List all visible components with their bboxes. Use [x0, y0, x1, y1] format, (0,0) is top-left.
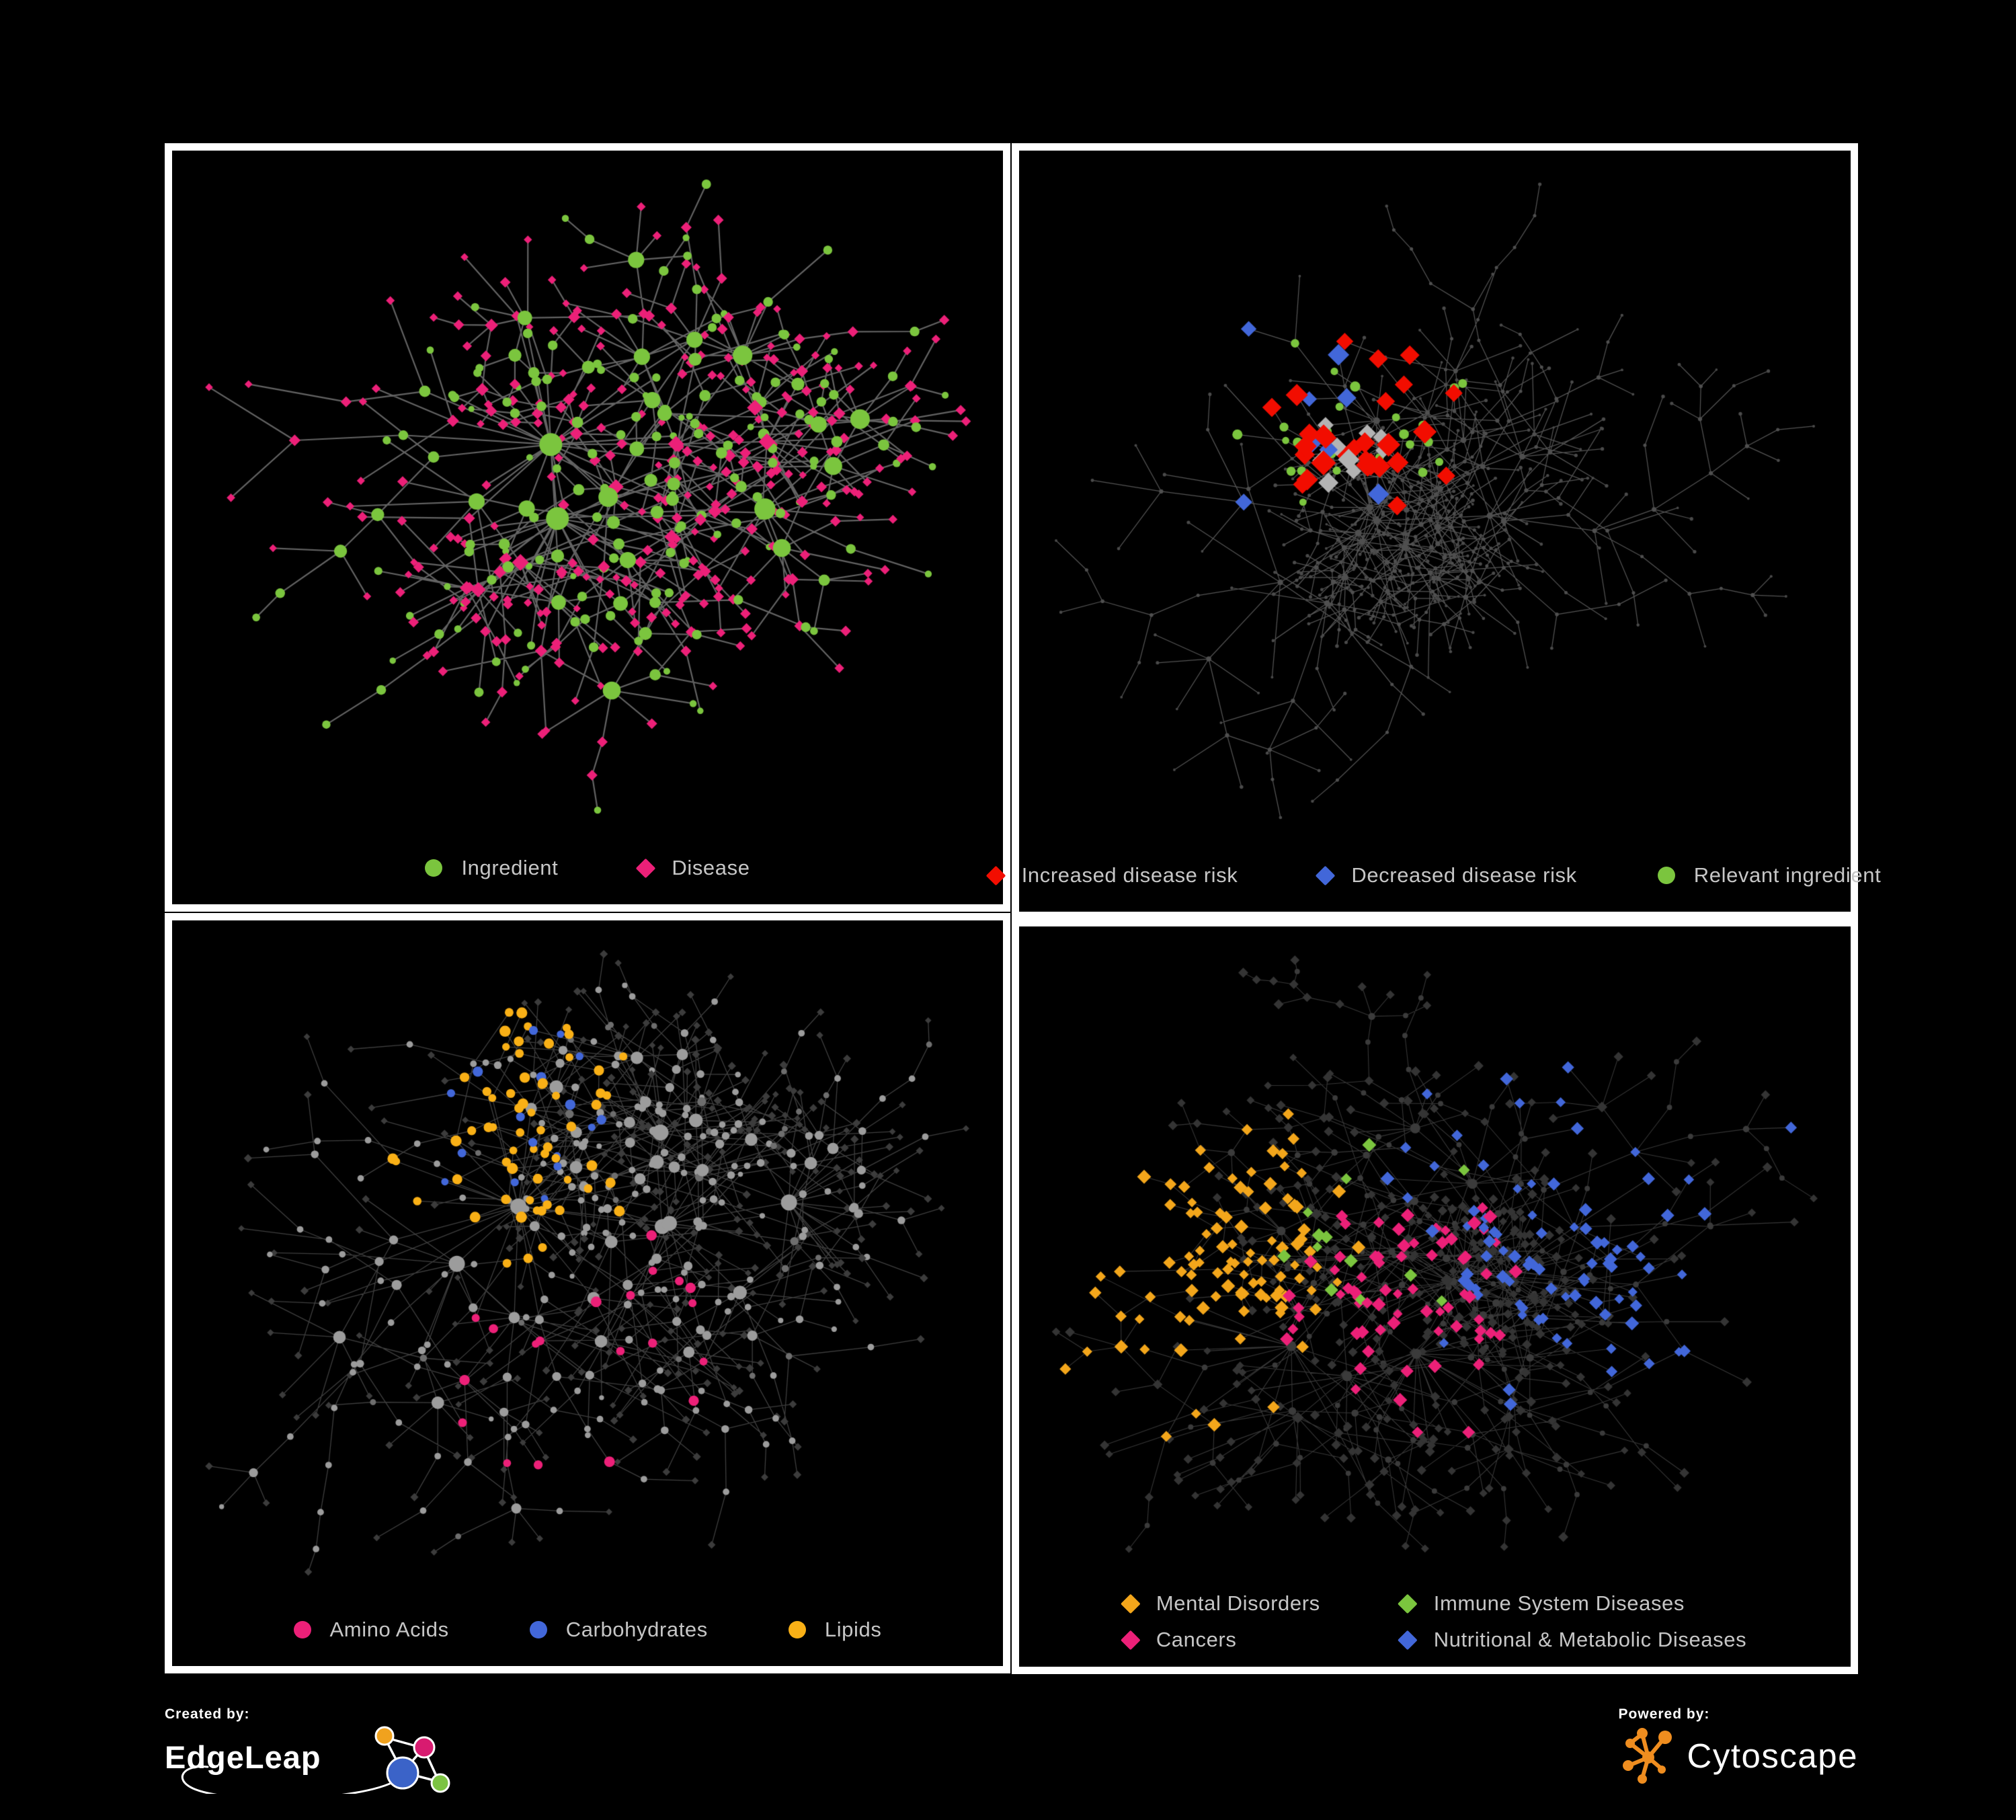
legend-item-lipids: Lipids — [788, 1618, 882, 1642]
edgeleap-node-green — [430, 1773, 450, 1793]
edgeleap-node-orange — [374, 1726, 395, 1746]
panel-ingredient-disease: Ingredient Disease — [165, 143, 1010, 912]
powered-by-label: Powered by: — [1618, 1706, 1710, 1722]
cytoscape-wordmark: Cytoscape — [1687, 1736, 1858, 1775]
legend-item-cancers: Cancers — [1120, 1628, 1320, 1652]
panel-nutrient-class: Amino Acids Carbohydrates Lipids — [165, 913, 1010, 1673]
circle-marker-icon — [425, 859, 443, 877]
edgeleap-logo: EdgeLeap — [165, 1724, 487, 1794]
legend-disease-risk: Increased disease risk Decreased disease … — [985, 863, 1881, 887]
diamond-marker-icon — [1316, 865, 1336, 885]
legend-label: Amino Acids — [329, 1618, 449, 1641]
legend-label: Relevant ingredient — [1693, 863, 1882, 887]
cytoscape-branding: Powered by: Cytoscape — [1619, 1706, 1858, 1784]
diamond-marker-icon — [1120, 1630, 1141, 1650]
legend-label: Cancers — [1156, 1628, 1237, 1651]
legend-item-disease: Disease — [635, 856, 750, 880]
edgeleap-node-magenta — [413, 1736, 436, 1759]
network-disease-category — [1019, 926, 1851, 1667]
legend-label: Carbohydrates — [565, 1618, 708, 1641]
legend-item-immune-system-diseases: Immune System Diseases — [1398, 1591, 1746, 1616]
legend-item-carbohydrates: Carbohydrates — [529, 1618, 708, 1642]
legend-item-amino-acids: Amino Acids — [293, 1618, 449, 1642]
panel-disease-category: Mental Disorders Cancers Immune System Dis… — [1012, 919, 1858, 1674]
legend-item-relevant-ingredient: Relevant ingredient — [1657, 863, 1882, 887]
legend-item-decreased-disease-risk: Decreased disease risk — [1316, 863, 1577, 887]
edgeleap-wordmark: EdgeLeap — [165, 1739, 321, 1775]
legend-label: Nutritional & Metabolic Diseases — [1433, 1628, 1747, 1651]
legend-label: Ingredient — [461, 856, 559, 879]
diamond-marker-icon — [1120, 1593, 1141, 1614]
legend-label: Mental Disorders — [1156, 1591, 1320, 1615]
panel-disease-risk: Increased disease risk Decreased disease … — [985, 143, 1881, 919]
circle-marker-icon — [788, 1621, 806, 1638]
cytoscape-logo-icon — [1622, 1728, 1672, 1784]
circle-marker-icon — [293, 1621, 311, 1638]
legend-disease-category: Mental Disorders Cancers Immune System Dis… — [1120, 1591, 1747, 1652]
circle-marker-icon — [529, 1621, 547, 1638]
circle-marker-icon — [1657, 867, 1675, 884]
legend-item-nutritional-metabolic-diseases: Nutritional & Metabolic Diseases — [1398, 1628, 1747, 1652]
edgeleap-network-icon — [181, 1726, 450, 1794]
legend-nutrient-class: Amino Acids Carbohydrates Lipids — [172, 1618, 1003, 1642]
diamond-marker-icon — [1398, 1593, 1418, 1614]
legend-label: Lipids — [824, 1618, 882, 1641]
legend-item-ingredient: Ingredient — [425, 856, 558, 880]
legend-item-increased-disease-risk: Increased disease risk — [985, 863, 1238, 887]
legend-label: Disease — [672, 856, 750, 879]
network-nutrient-class — [172, 920, 1003, 1666]
diamond-marker-icon — [635, 858, 656, 878]
legend-label: Decreased disease risk — [1351, 863, 1577, 887]
legend-item-mental-disorders: Mental Disorders — [1120, 1591, 1320, 1616]
legend-ingredient-disease: Ingredient Disease — [172, 856, 1003, 880]
diamond-marker-icon — [985, 865, 1006, 885]
network-disease-risk — [1019, 151, 1851, 912]
edgeleap-node-blue — [386, 1756, 419, 1790]
edgeleap-branding: Created by: EdgeLeap — [165, 1706, 487, 1794]
legend-label: Immune System Diseases — [1433, 1591, 1685, 1615]
diamond-marker-icon — [1398, 1630, 1418, 1650]
network-ingredient-disease — [172, 151, 1003, 904]
created-by-label: Created by: — [165, 1706, 250, 1722]
legend-label: Increased disease risk — [1021, 863, 1238, 887]
